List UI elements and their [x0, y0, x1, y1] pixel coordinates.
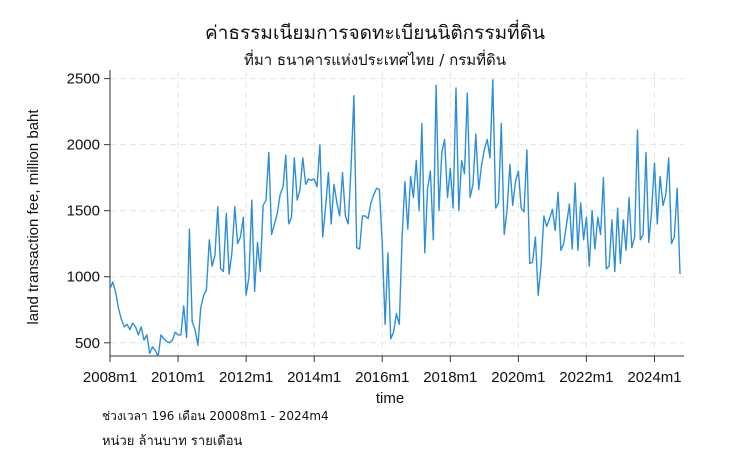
x-tick-label: 2008m1	[83, 369, 137, 386]
x-tick-label: 2024m1	[627, 369, 681, 386]
x-tick-label: 2016m1	[355, 369, 409, 386]
chart-subtitle: ที่มา ธนาคารแห่งประเทศไทย / กรมที่ดิน	[243, 51, 507, 69]
series-lines	[109, 79, 681, 357]
series-line	[109, 79, 681, 357]
period-note: ช่วงเวลา 196 เดือน 20008m1 - 2024m4	[102, 409, 329, 423]
x-tick-label: 2018m1	[423, 369, 477, 386]
y-tick-label: 1500	[67, 203, 100, 220]
x-axis-ticks: 2008m1 2010m1 2012m1 2014m1 2016m1 2018m1 2020…	[83, 356, 682, 386]
unit-note: หน่วย ล้านบาท รายเดือน	[102, 434, 243, 449]
y-tick-label: 500	[75, 335, 100, 352]
y-tick-label: 1000	[67, 269, 100, 286]
axes	[109, 70, 684, 357]
x-tick-label: 2010m1	[151, 369, 205, 386]
chart-title: ค่าธรรมเนียมการจดทะเบียนนิติกรรมที่ดิน	[205, 22, 545, 44]
y-tick-label: 2000	[67, 137, 100, 154]
x-tick-label: 2020m1	[491, 369, 545, 386]
y-axis-label: land transaction fee, million baht	[25, 109, 42, 325]
x-tick-label: 2012m1	[219, 369, 273, 386]
x-axis-label: time	[376, 390, 404, 407]
x-tick-label: 2022m1	[559, 369, 613, 386]
x-tick-label: 2014m1	[287, 369, 341, 386]
y-tick-label: 2500	[67, 71, 100, 88]
y-axis-ticks: 500 1000 1500 2000 2500	[67, 71, 110, 352]
